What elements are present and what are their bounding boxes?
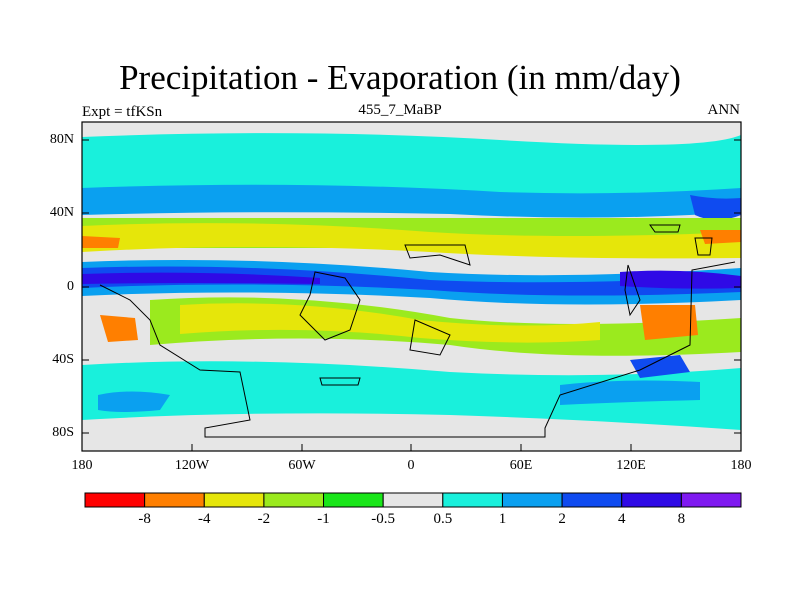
experiment-label: Expt = tfKSn — [82, 104, 163, 120]
colorbar-swatch — [621, 492, 682, 508]
x-tick-label: 60E — [509, 458, 533, 473]
x-tick-label: 0 — [407, 458, 415, 473]
precip-evap-field — [82, 122, 741, 451]
y-tick-label: 40N — [49, 205, 74, 220]
colorbar-swatch — [501, 492, 563, 508]
colorbar-label: -0.5 — [371, 511, 396, 527]
period-label: 455_7_MaBP — [358, 102, 442, 118]
x-tick-label: 120W — [174, 458, 210, 473]
colorbar-swatch — [144, 492, 205, 508]
x-tick-label: 180 — [730, 458, 752, 473]
colorbar-label: 0.5 — [433, 511, 453, 527]
colorbar — [84, 492, 742, 508]
colorbar-swatch — [442, 492, 503, 508]
colorbar-swatch — [84, 492, 146, 508]
y-tick-label: 0 — [67, 279, 74, 294]
map-title: Precipitation - Evaporation (in mm/day) — [119, 58, 681, 97]
colorbar-label: -1 — [317, 511, 330, 527]
coastlines — [99, 224, 736, 438]
colorbar-swatch — [203, 492, 265, 508]
colorbar-label: -8 — [138, 511, 151, 527]
x-tick-label: 180 — [71, 458, 93, 473]
y-tick-label: 80S — [52, 425, 74, 440]
colorbar-swatch — [382, 492, 444, 508]
colorbar-label: 8 — [677, 511, 686, 527]
season-label: ANN — [707, 102, 741, 118]
colorbar-label: 2 — [558, 511, 566, 527]
colorbar-label: 4 — [617, 511, 626, 527]
x-tick-label: 60W — [288, 458, 316, 473]
colorbar-label: -2 — [257, 511, 271, 527]
colorbar-swatch — [561, 492, 623, 508]
colorbar-swatch — [323, 492, 384, 508]
colorbar-swatch — [680, 492, 742, 508]
colorbar-label: -4 — [198, 511, 211, 527]
colorbar-label: 1 — [498, 511, 507, 527]
x-tick-label: 120E — [616, 458, 646, 473]
tick-marks — [81, 139, 742, 451]
colorbar-swatch — [263, 492, 325, 508]
y-tick-label: 80N — [49, 132, 74, 147]
y-tick-label: 40S — [52, 352, 74, 367]
